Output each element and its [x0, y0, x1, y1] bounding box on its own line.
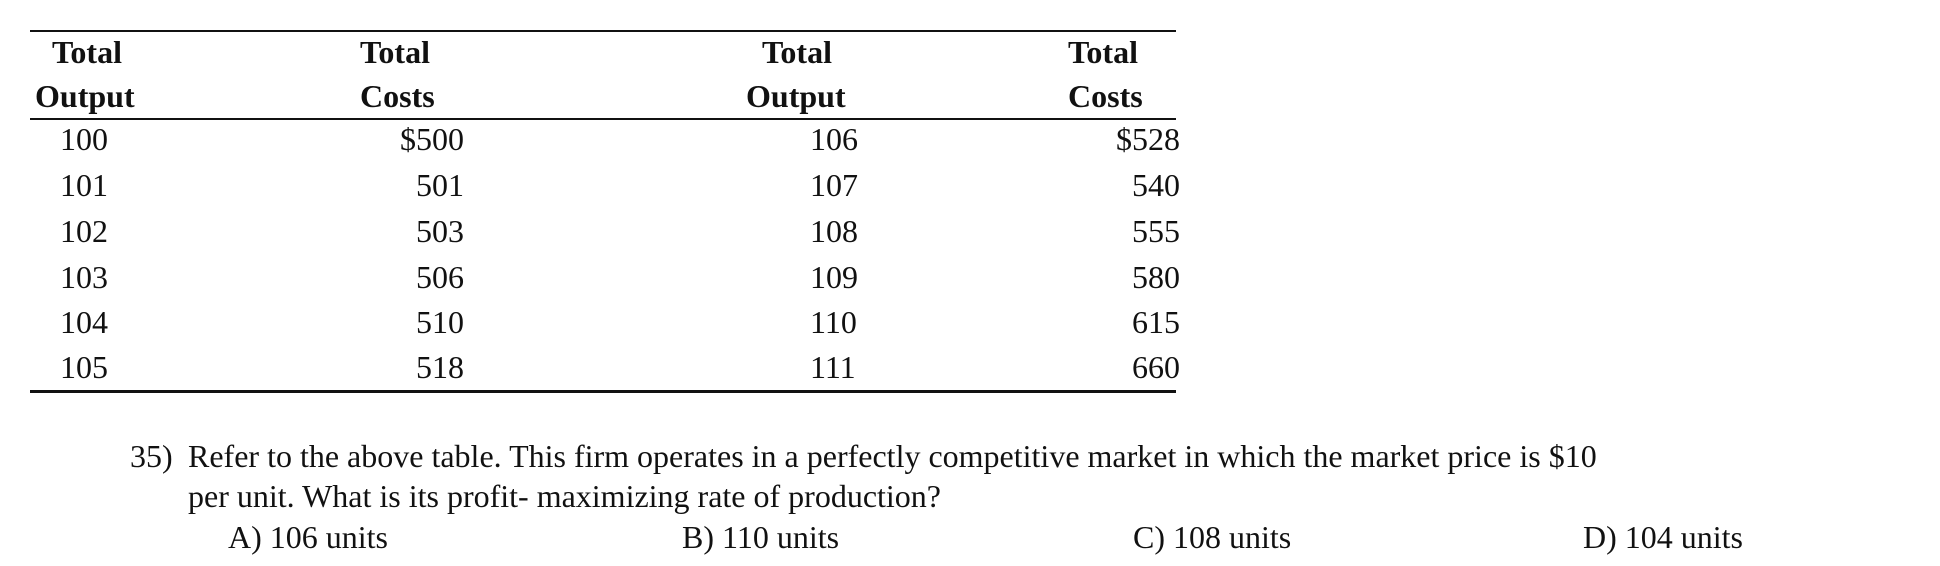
option-b[interactable]: B) 110 units — [682, 517, 839, 557]
header-total-costs-1-line2: Costs — [360, 78, 435, 114]
cost-table: Total Output Total Costs Total Output To… — [30, 30, 1180, 393]
header-total-costs-2-line1: Total — [1068, 34, 1138, 70]
option-a-text: 106 units — [269, 519, 388, 555]
table-cell-cost: 510 — [416, 304, 464, 340]
table-cell-cost: 506 — [416, 259, 464, 295]
option-c-text: 108 units — [1173, 519, 1292, 555]
table-cell-cost: $528 — [1116, 121, 1180, 157]
question-text-line1: Refer to the above table. This firm oper… — [188, 438, 1597, 474]
option-c-letter: C) — [1133, 519, 1165, 555]
question-text-line2: per unit. What is its profit- maximizing… — [188, 478, 941, 514]
question-number: 35) — [130, 438, 173, 474]
option-c[interactable]: C) 108 units — [1133, 517, 1291, 557]
table-cell-output: 101 — [60, 167, 108, 203]
table-cell-output: 111 — [810, 349, 856, 385]
option-b-letter: B) — [682, 519, 714, 555]
option-d-text: 104 units — [1624, 519, 1743, 555]
table-cell-output: 109 — [810, 259, 858, 295]
table-cell-output: 100 — [60, 121, 108, 157]
table-cell-cost: 518 — [416, 349, 464, 385]
table-cell-cost: 555 — [1132, 213, 1180, 249]
table-cell-cost: 660 — [1132, 349, 1180, 385]
table-cell-output: 105 — [60, 349, 108, 385]
option-a[interactable]: A) 106 units — [228, 517, 388, 557]
header-total-output-2-line1: Total — [762, 34, 832, 70]
table-top-rule — [30, 30, 1176, 32]
header-total-costs-1-line1: Total — [360, 34, 430, 70]
table-cell-output: 106 — [810, 121, 858, 157]
header-total-output-1-line2: Output — [35, 78, 135, 114]
table-cell-output: 110 — [810, 304, 857, 340]
option-d[interactable]: D) 104 units — [1583, 517, 1743, 557]
header-total-output-1-line1: Total — [52, 34, 122, 70]
table-cell-output: 103 — [60, 259, 108, 295]
table-cell-output: 108 — [810, 213, 858, 249]
header-total-output-2-line2: Output — [746, 78, 846, 114]
option-b-text: 110 units — [722, 519, 840, 555]
table-cell-cost: 580 — [1132, 259, 1180, 295]
table-cell-output: 104 — [60, 304, 108, 340]
table-cell-output: 107 — [810, 167, 858, 203]
table-cell-cost: 503 — [416, 213, 464, 249]
option-a-letter: A) — [228, 519, 262, 555]
header-total-costs-2-line2: Costs — [1068, 78, 1143, 114]
table-header-rule — [30, 118, 1176, 120]
table-cell-cost: $500 — [400, 121, 464, 157]
option-d-letter: D) — [1583, 519, 1617, 555]
table-cell-cost: 501 — [416, 167, 464, 203]
table-bottom-rule — [30, 390, 1176, 393]
table-cell-cost: 615 — [1132, 304, 1180, 340]
table-cell-output: 102 — [60, 213, 108, 249]
table-cell-cost: 540 — [1132, 167, 1180, 203]
